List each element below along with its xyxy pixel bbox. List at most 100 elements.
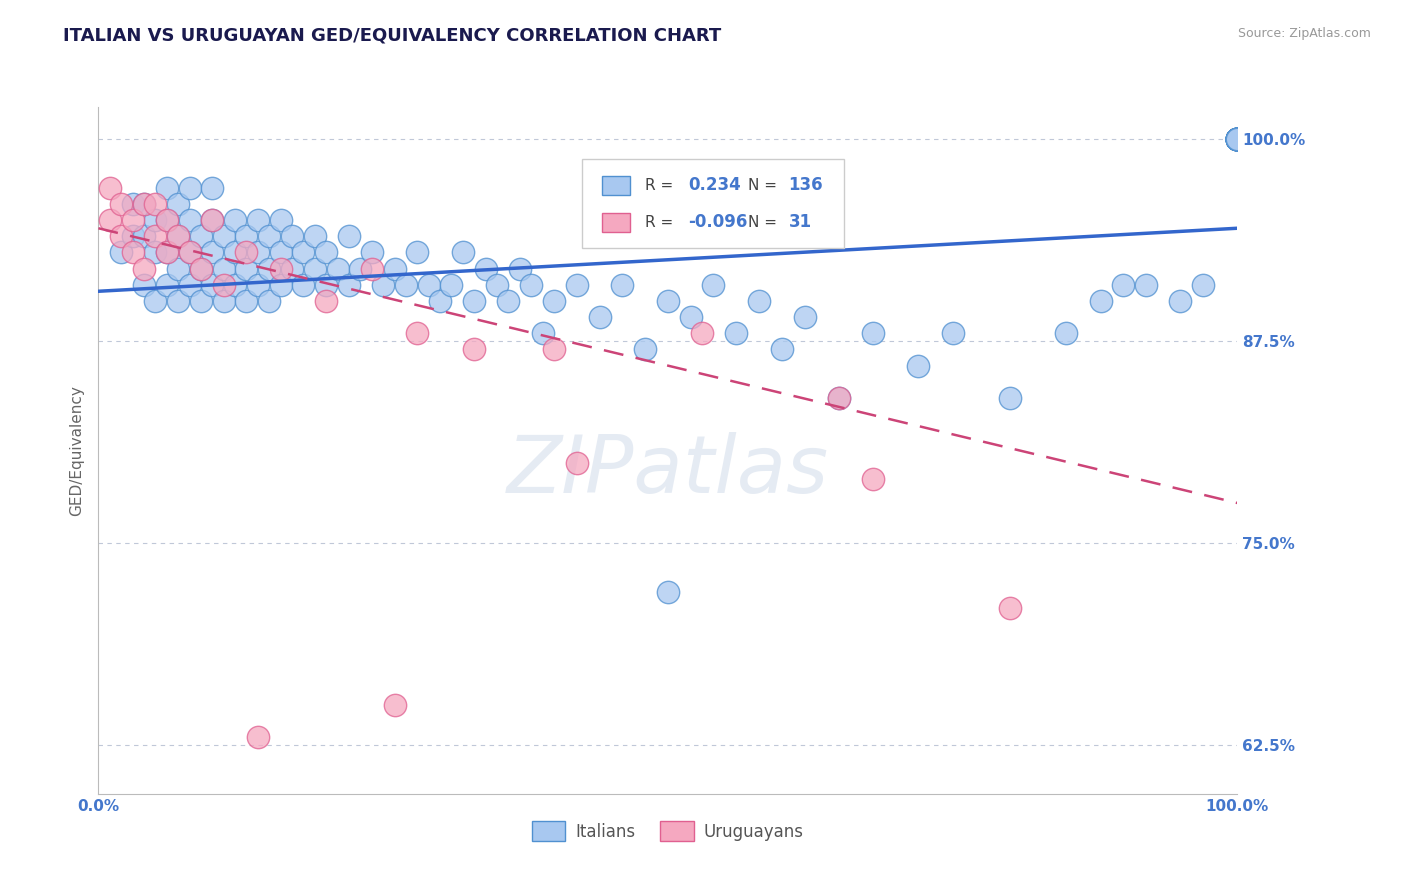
Y-axis label: GED/Equivalency: GED/Equivalency (69, 385, 84, 516)
Point (1226, 132, 1249, 146)
Point (190, 261, 212, 276)
Point (998, 601, 1021, 615)
Point (406, 326, 429, 341)
Point (246, 277, 269, 292)
Point (212, 277, 235, 292)
Point (1226, 132, 1249, 146)
Point (1226, 132, 1249, 146)
Point (145, 245, 167, 260)
Point (463, 293, 485, 308)
Point (384, 261, 406, 276)
Point (110, 197, 132, 211)
Point (132, 229, 155, 244)
Point (793, 310, 815, 325)
Point (998, 391, 1021, 405)
Point (1226, 132, 1249, 146)
Point (235, 229, 257, 244)
Point (862, 472, 884, 486)
Text: N =: N = (748, 215, 776, 230)
Point (110, 229, 132, 244)
Point (246, 731, 269, 745)
Point (1226, 132, 1249, 146)
Point (1226, 132, 1249, 146)
Point (907, 359, 929, 373)
Point (1226, 132, 1249, 146)
Point (1226, 132, 1249, 146)
Point (259, 293, 281, 308)
Point (121, 197, 143, 211)
Point (212, 261, 235, 276)
Point (1226, 132, 1249, 146)
Point (657, 293, 679, 308)
Point (1192, 277, 1215, 292)
Point (1226, 132, 1249, 146)
Point (1226, 132, 1249, 146)
Point (1226, 132, 1249, 146)
Point (679, 310, 702, 325)
Point (156, 245, 179, 260)
Point (690, 326, 713, 341)
Point (224, 245, 246, 260)
Point (1226, 132, 1249, 146)
Point (474, 261, 496, 276)
Point (543, 343, 565, 357)
Text: 31: 31 (789, 213, 811, 231)
Point (862, 326, 884, 341)
Point (167, 293, 190, 308)
Point (167, 229, 190, 244)
Point (451, 245, 474, 260)
Point (657, 585, 679, 599)
Point (156, 277, 179, 292)
Point (520, 277, 543, 292)
Point (360, 245, 382, 260)
Point (337, 277, 360, 292)
Point (384, 698, 406, 712)
Point (1226, 132, 1249, 146)
Point (212, 229, 235, 244)
Text: ITALIAN VS URUGUAYAN GED/EQUIVALENCY CORRELATION CHART: ITALIAN VS URUGUAYAN GED/EQUIVALENCY COR… (63, 27, 721, 45)
Text: R =: R = (645, 215, 673, 230)
FancyBboxPatch shape (582, 159, 845, 248)
Point (463, 343, 485, 357)
Point (828, 391, 851, 405)
Point (1226, 132, 1249, 146)
Point (1226, 132, 1249, 146)
Point (1226, 132, 1249, 146)
Point (201, 181, 224, 195)
FancyBboxPatch shape (602, 176, 630, 195)
Point (121, 213, 143, 227)
Point (1226, 132, 1249, 146)
Point (406, 245, 429, 260)
FancyBboxPatch shape (602, 213, 630, 232)
Point (270, 213, 292, 227)
Point (371, 277, 394, 292)
Point (1226, 132, 1249, 146)
Point (565, 456, 588, 470)
Point (1226, 132, 1249, 146)
Point (828, 391, 851, 405)
Point (190, 229, 212, 244)
Point (292, 245, 315, 260)
Text: 0.234: 0.234 (689, 177, 741, 194)
Point (156, 213, 179, 227)
Point (145, 197, 167, 211)
Point (281, 229, 304, 244)
Point (259, 229, 281, 244)
Point (224, 277, 246, 292)
Point (770, 343, 793, 357)
Point (270, 277, 292, 292)
Text: Source: ZipAtlas.com: Source: ZipAtlas.com (1237, 27, 1371, 40)
Text: R =: R = (645, 178, 673, 193)
Point (1226, 132, 1249, 146)
Point (201, 245, 224, 260)
Point (315, 293, 337, 308)
Text: 136: 136 (789, 177, 823, 194)
Point (246, 245, 269, 260)
Point (1226, 132, 1249, 146)
Point (98, 213, 121, 227)
Point (201, 213, 224, 227)
Point (1226, 132, 1249, 146)
Point (201, 213, 224, 227)
Point (315, 277, 337, 292)
Point (304, 261, 326, 276)
